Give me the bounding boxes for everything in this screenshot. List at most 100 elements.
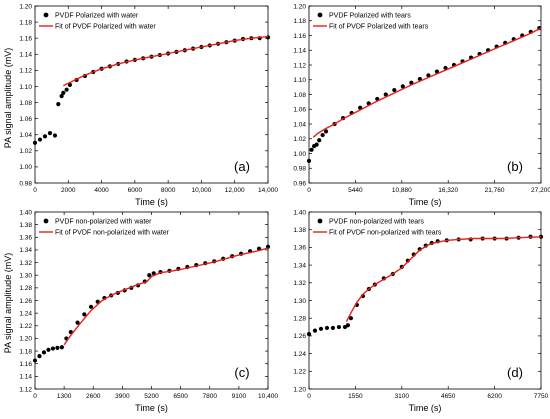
legend-label-data: PVDF Polarized with water (55, 13, 139, 20)
x-tick-label: 1300 (57, 393, 72, 400)
x-tick-label: 12,000 (225, 187, 245, 194)
data-point (323, 129, 329, 134)
y-tick-label: 1.02 (293, 136, 306, 143)
y-tick-label: 0.96 (293, 180, 306, 187)
legend-label-data: PVDF Polarized with tears (329, 13, 411, 20)
y-tick-label: 0.98 (19, 180, 32, 187)
legend: PVDF non-polarized with water Fit of PVDF… (39, 219, 170, 237)
data-point (56, 102, 61, 107)
data-point (32, 358, 38, 363)
chart-panel-3: 0 1300 2600 3900 5200 6500 7800 9100 10,400 1.12 1… (19, 209, 278, 413)
y-tick-label: 1.22 (19, 323, 32, 330)
data-point (147, 273, 152, 278)
y-tick-label: 1.00 (293, 151, 306, 158)
fit-line (63, 247, 269, 346)
y-tick-label: 1.18 (19, 348, 32, 355)
x-tick-label: 3900 (115, 393, 130, 400)
legend-marker-data (43, 12, 49, 18)
x-tick-label: 16,320 (438, 187, 458, 194)
legend-label-fit: Fit of PVDF non-polarized with tears (329, 230, 442, 237)
x-tick-label: 10,400 (258, 393, 278, 400)
x-axis-label: Time (s) (135, 197, 168, 207)
y-tick-label: 1.04 (293, 121, 306, 128)
data-point (312, 328, 318, 333)
y-tick-label: 1.20 (293, 3, 306, 10)
y-tick-label: 1.10 (293, 77, 306, 84)
y-tick-label: 1.38 (293, 227, 306, 234)
x-tick-label: 5200 (144, 393, 159, 400)
data-point (88, 304, 94, 309)
y-tick-label: 1.30 (19, 273, 32, 280)
y-tick-label: 1.14 (19, 374, 32, 381)
x-tick-label: 6200 (487, 393, 502, 400)
chart-panel-1: 0 2000 4000 6000 8000 10,000 12,000 14,000 0.98 1… (19, 3, 278, 207)
legend-label-data: PVDF non-polarized with tears (329, 219, 424, 226)
plot-frame (34, 211, 269, 390)
plot-frame (34, 5, 269, 184)
x-tick-label: 6500 (173, 393, 188, 400)
x-tick-label: 14,000 (258, 187, 278, 194)
panel-label: (d) (507, 365, 523, 380)
legend-marker-data (317, 218, 323, 224)
y-tick-label: 1.24 (19, 310, 32, 317)
x-tick-label: 2600 (86, 393, 101, 400)
panel-label: (b) (507, 159, 523, 174)
y-tick-label: 1.12 (19, 68, 32, 75)
legend: PVDF non-polarized with tears Fit of PVDF… (313, 219, 442, 237)
y-tick-label: 1.00 (19, 164, 32, 171)
plot-frame (308, 5, 542, 184)
x-tick-label: 0 (307, 187, 311, 194)
y-tick-label: 1.16 (19, 361, 32, 368)
y-tick-label: 1.12 (293, 62, 306, 69)
y-tick-label: 1.14 (19, 52, 32, 59)
data-point (41, 350, 47, 355)
data-point (306, 332, 312, 337)
data-point (42, 134, 48, 139)
x-tick-label: 3100 (395, 393, 410, 400)
y-tick-label: 1.30 (293, 298, 306, 305)
panel-label: (a) (234, 159, 250, 174)
y-tick-label: 1.06 (293, 107, 306, 114)
legend-label-data: PVDF non-polarized with water (55, 219, 152, 226)
legend-label-fit: Fit of PVDF Polarized with water (55, 24, 156, 31)
y-tick-label: 1.40 (19, 209, 32, 216)
y-tick-label: 1.04 (19, 132, 32, 139)
data-point (37, 354, 42, 359)
legend-label-fit: Fit of PVDF Polarized with tears (329, 24, 429, 31)
x-tick-label: 8000 (161, 187, 176, 194)
data-point (336, 324, 342, 330)
data-point (306, 158, 312, 163)
x-tick-label: 0 (33, 393, 37, 400)
legend-marker-data (43, 218, 49, 224)
x-tick-label: 0 (307, 393, 311, 400)
y-tick-label: 1.40 (293, 209, 306, 216)
legend: PVDF Polarized with water Fit of PVDF Pol… (39, 13, 156, 31)
chart-panel-4: 0 1550 3100 4650 6200 7750 1.20 1.22 1.24 1.26 1.2… (293, 209, 548, 413)
data-point (324, 325, 330, 331)
x-tick-label: 0 (33, 187, 37, 194)
y-tick-label: 0.98 (293, 166, 306, 173)
y-tick-label: 1.34 (293, 262, 306, 269)
data-point (55, 345, 60, 351)
data-point (52, 133, 58, 138)
data-point (64, 87, 69, 92)
y-tick-label: 1.06 (19, 116, 32, 123)
y-tick-label: 1.12 (19, 386, 32, 393)
data-point (50, 346, 56, 351)
data-point (59, 345, 64, 350)
y-tick-label: 1.16 (293, 33, 306, 40)
chart-panel-2: 0 5440 10,880 16,320 21,760 27,200 0.96 0.98 1.0… (293, 3, 550, 207)
x-tick-label: 10,880 (392, 187, 412, 194)
x-tick-label: 6000 (128, 187, 143, 194)
fit-line (312, 27, 542, 138)
y-tick-label: 1.20 (293, 386, 306, 393)
y-axis-label-top: PA signal amplitude (mV) (3, 48, 13, 148)
data-point (32, 140, 38, 145)
y-tick-label: 1.32 (293, 280, 306, 287)
data-point (317, 138, 322, 143)
x-tick-label: 27,200 (531, 187, 550, 194)
legend: PVDF Polarized with tears Fit of PVDF Pol… (313, 13, 429, 31)
y-tick-label: 1.08 (293, 92, 306, 99)
data-point (318, 326, 324, 331)
